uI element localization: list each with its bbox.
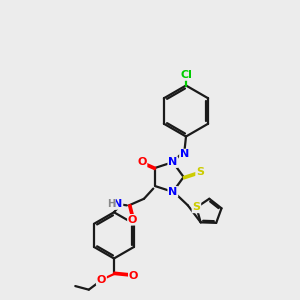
Text: N: N [113,199,122,209]
Text: N: N [168,187,177,197]
Text: H: H [108,199,116,209]
Text: N: N [180,149,189,160]
Text: Cl: Cl [180,70,192,80]
Text: S: S [192,202,200,212]
Text: O: O [97,275,106,285]
Text: H: H [107,199,115,209]
Text: N: N [168,157,177,167]
Text: O: O [129,271,138,281]
Text: S: S [196,167,204,177]
Text: O: O [128,215,137,225]
Text: O: O [137,157,147,167]
